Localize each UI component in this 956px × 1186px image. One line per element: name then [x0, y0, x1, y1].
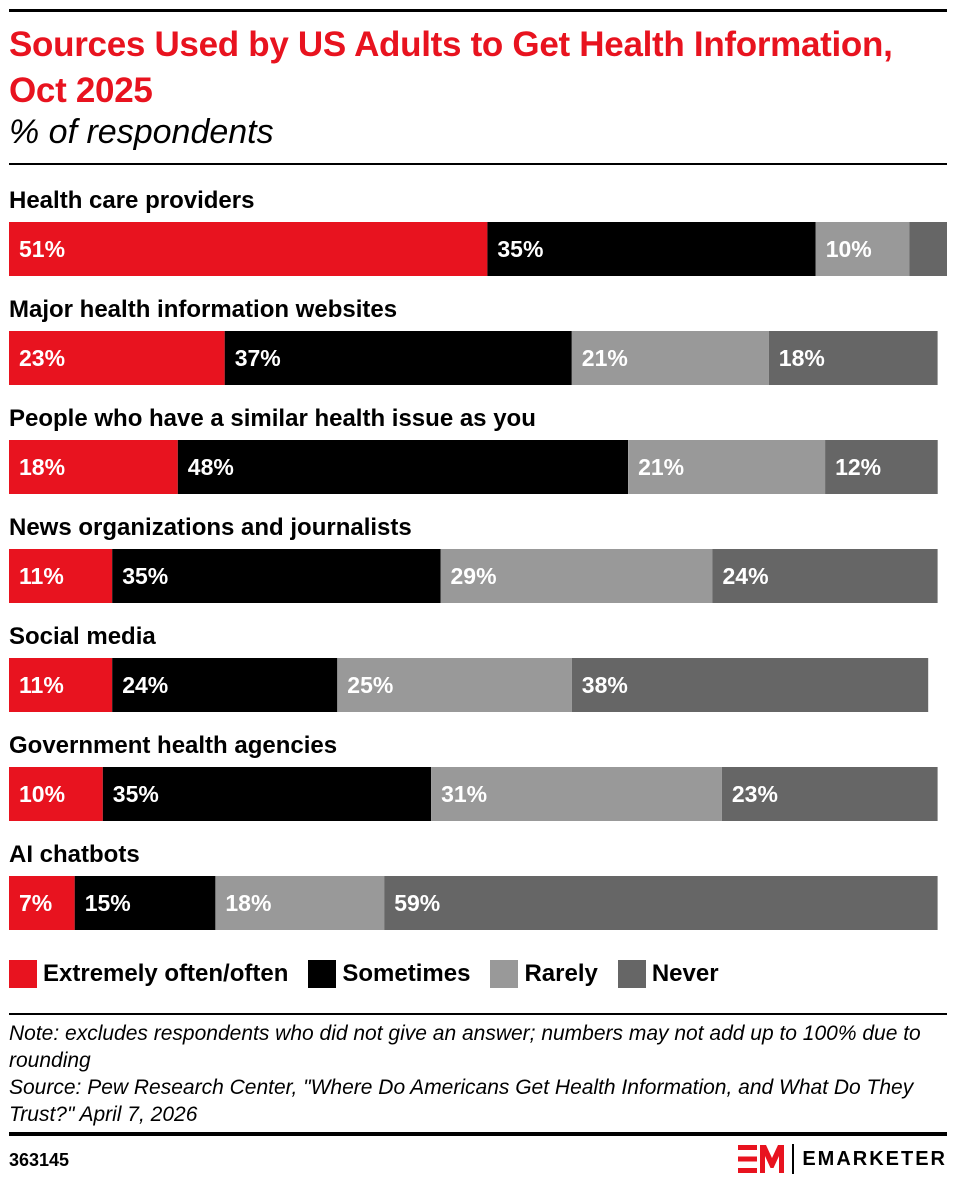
legend-label: Sometimes — [342, 960, 471, 987]
emarketer-logo-icon — [738, 1145, 785, 1173]
brand-name: EMARKETER — [802, 1147, 947, 1170]
category-label-health-care-providers: Health care providers — [9, 187, 254, 214]
bar-segment-extremely-often-often — [9, 440, 178, 494]
notes-rule — [9, 1013, 947, 1015]
bar-segment-sometimes — [112, 658, 338, 712]
bar-segment-never — [384, 876, 938, 930]
bar-segment-never — [768, 331, 938, 385]
source-text: Source: Pew Research Center, "Where Do A… — [9, 1076, 914, 1126]
data-label: 51% — [19, 236, 65, 262]
data-label: 35% — [497, 236, 543, 262]
bar-segment-extremely-often-often — [9, 658, 113, 712]
data-label: 35% — [113, 781, 159, 807]
data-label: 10% — [826, 236, 872, 262]
legend-item-rarely: Rarely — [490, 960, 598, 988]
category-label-ai-chatbots: AI chatbots — [9, 841, 140, 868]
data-label: 31% — [441, 781, 487, 807]
note-text: Note: excludes respondents who did not g… — [9, 1022, 921, 1072]
chart-title: Sources Used by US Adults to Get Health … — [9, 25, 893, 110]
chart-notes: Note: excludes respondents who did not g… — [9, 1020, 944, 1128]
bar-segment-never — [909, 222, 947, 276]
chart-legend: Extremely often/often Sometimes Rarely N… — [9, 956, 739, 992]
bar-segment-extremely-often-often — [9, 222, 488, 276]
bar-segment-sometimes — [102, 767, 432, 821]
category-label-social-media: Social media — [9, 623, 156, 650]
top-rule — [9, 9, 947, 12]
bar-segment-rarely — [628, 440, 826, 494]
title-rule — [9, 163, 947, 165]
data-label: 38% — [582, 672, 628, 698]
data-label: 23% — [19, 345, 65, 371]
bar-segment-extremely-often-often — [9, 549, 113, 603]
bar-segment-rarely — [431, 767, 722, 821]
data-label: 18% — [779, 345, 825, 371]
bar-segment-sometimes — [487, 222, 816, 276]
category-label-major-health-information-websites: Major health information websites — [9, 296, 397, 323]
bar-segment-never — [825, 440, 938, 494]
bar-segment-rarely — [571, 331, 769, 385]
data-label: 11% — [19, 672, 64, 698]
bar-segment-sometimes — [224, 331, 572, 385]
data-label: 21% — [638, 454, 684, 480]
bar-segment-extremely-often-often — [9, 767, 103, 821]
data-label: 21% — [582, 345, 628, 371]
data-label: 18% — [19, 454, 65, 480]
legend-item-sometimes: Sometimes — [308, 960, 470, 988]
data-label: 48% — [188, 454, 234, 480]
data-label: 12% — [835, 454, 881, 480]
legend-label: Never — [651, 960, 719, 987]
category-label-news-organizations-and-journalists: News organizations and journalists — [9, 514, 412, 541]
data-label: 24% — [723, 563, 769, 589]
legend-swatch — [617, 960, 646, 988]
legend-item-never: Never — [617, 960, 719, 988]
bar-segment-rarely — [215, 876, 385, 930]
data-label: 10% — [19, 781, 65, 807]
bar-segment-rarely — [337, 658, 572, 712]
stacked-bar-chart: Health care providers 51% 35% 10% Major heal… — [9, 187, 947, 930]
legend-label: Extremely often/often — [43, 960, 289, 987]
bar-segment-sometimes — [74, 876, 216, 930]
brand-logo: EMARKETER — [738, 1144, 947, 1174]
bar-segment-rarely — [440, 549, 713, 603]
data-label: 37% — [235, 345, 281, 371]
bar-segment-never — [571, 658, 929, 712]
legend-item-extremely-often: Extremely often/often — [9, 960, 288, 988]
data-label: 59% — [394, 890, 440, 916]
data-label: 29% — [451, 563, 497, 589]
data-label: 23% — [732, 781, 778, 807]
bar-segment-extremely-often-often — [9, 331, 225, 385]
data-label: 18% — [225, 890, 271, 916]
brand-separator — [792, 1144, 795, 1174]
data-label: 15% — [85, 890, 131, 916]
data-label: 24% — [122, 672, 168, 698]
bar-segment-never — [721, 767, 938, 821]
bar-segment-sometimes — [177, 440, 629, 494]
data-label: 11% — [19, 563, 64, 589]
legend-swatch — [490, 960, 519, 988]
bar-segment-rarely — [815, 222, 910, 276]
legend-swatch — [308, 960, 337, 988]
chart-id: 363145 — [9, 1150, 70, 1170]
bar-segment-never — [712, 549, 938, 603]
data-label: 7% — [19, 890, 52, 916]
bar-segment-sometimes — [112, 549, 441, 603]
data-label: 25% — [347, 672, 393, 698]
chart-subtitle: % of respondents — [9, 113, 274, 151]
category-label-people-who-have-a-similar-health-issue-as-you: People who have a similar health issue a… — [9, 405, 536, 432]
data-label: 35% — [122, 563, 168, 589]
legend-label: Rarely — [524, 960, 598, 987]
bar-segment-extremely-often-often — [9, 876, 75, 930]
legend-swatch — [9, 960, 37, 988]
category-label-government-health-agencies: Government health agencies — [9, 732, 337, 759]
footer-rule — [9, 1132, 947, 1136]
